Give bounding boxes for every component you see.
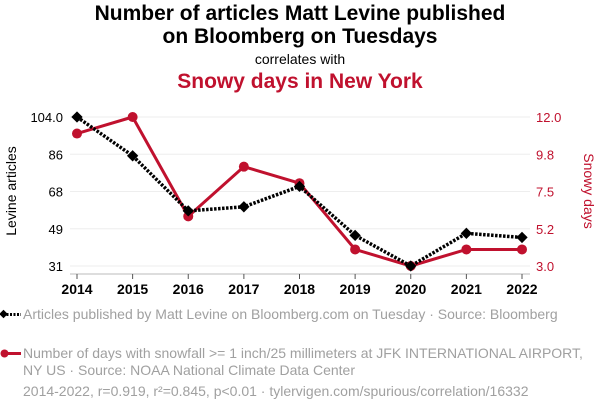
footer-stats: 2014-2022, r=0.919, r²=0.845, p<0.01 · t… xyxy=(23,383,529,399)
y-tick-label-left: 31 xyxy=(49,259,63,274)
y-tick-label-right: 12.0 xyxy=(536,110,561,125)
legend-text-levine-articles: Articles published by Matt Levine on Blo… xyxy=(23,306,558,322)
x-tick-label: 2021 xyxy=(451,281,482,297)
chart-title-line-2: on Bloomberg on Tuesdays xyxy=(162,25,438,48)
x-tick-label: 2014 xyxy=(61,281,92,297)
y-tick-label-left: 86 xyxy=(49,147,63,162)
y-tick-label-right: 9.8 xyxy=(536,147,554,162)
legend-item-levine-articles: Articles published by Matt Levine on Blo… xyxy=(0,306,583,323)
y-tick-label-left: 49 xyxy=(49,222,63,237)
axes: 31 3.0 49 5.2 68 7.5 86 9.8 104.0 12.0 2014 2015 201… xyxy=(30,110,561,297)
y-tick-label-left: 104.0 xyxy=(30,110,63,125)
data-point-levine-articles xyxy=(238,201,250,213)
data-point-snowy-days xyxy=(72,128,82,139)
y-axis-label-right: Snowy days xyxy=(581,153,597,228)
data-point-levine-articles xyxy=(126,150,139,162)
legend-marker-diamond-icon xyxy=(0,309,21,319)
x-tick-label: 2019 xyxy=(340,281,371,297)
legend-marker-circle-icon xyxy=(0,349,21,358)
y-tick-label-right: 7.5 xyxy=(536,185,554,200)
x-tick-label: 2017 xyxy=(228,281,259,297)
x-tick-label: 2015 xyxy=(117,281,148,297)
data-point-levine-articles xyxy=(516,231,528,244)
y-tick-label-left: 68 xyxy=(49,185,63,200)
data-point-levine-articles xyxy=(349,229,361,242)
data-point-snowy-days xyxy=(127,112,138,122)
y-axis-label-left: Levine articles xyxy=(3,146,19,236)
data-point-levine-articles xyxy=(405,260,417,272)
x-tick-label: 2016 xyxy=(173,281,204,297)
data-point-snowy-days xyxy=(517,244,527,255)
x-tick-label: 2022 xyxy=(506,281,537,297)
data-point-snowy-days xyxy=(350,244,361,255)
y-tick-label-right: 5.2 xyxy=(536,222,554,237)
data-point-snowy-days xyxy=(238,161,249,172)
x-tick-label: 2018 xyxy=(284,281,315,297)
y-tick-label-right: 3.0 xyxy=(536,259,554,274)
chart-title-line-1: Number of articles Matt Levine published xyxy=(94,2,506,25)
x-tick-label: 2020 xyxy=(395,281,426,297)
chart-title-second-series: Snowy days in New York xyxy=(177,70,423,93)
legend-item-snowy-days: Number of days with snowfall >= 1 inch/2… xyxy=(0,345,583,379)
data-point-levine-articles xyxy=(293,180,306,193)
data-point-levine-articles xyxy=(460,227,473,239)
data-point-levine-articles xyxy=(182,205,194,217)
legend-text-snowy-days: Number of days with snowfall >= 1 inch/2… xyxy=(23,345,583,378)
correlates-with-text: correlates with xyxy=(254,51,346,67)
data-point-snowy-days xyxy=(461,244,472,255)
series-layer xyxy=(71,111,528,272)
